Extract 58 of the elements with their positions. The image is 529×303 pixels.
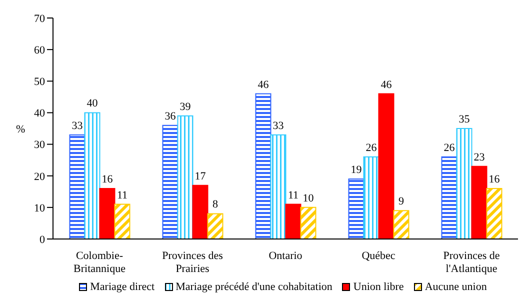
y-tick-label: 20: [34, 170, 46, 183]
bar: [285, 204, 302, 239]
x-tick-label: Ontario: [268, 250, 303, 262]
data-label: 39: [180, 100, 192, 113]
legend-label: Mariage précédé d'une cohabitation: [176, 281, 332, 293]
data-label: 23: [474, 151, 486, 164]
data-label: 11: [288, 189, 299, 202]
data-label: 33: [272, 120, 284, 132]
legend-label: Mariage direct: [90, 281, 155, 293]
bar: [441, 156, 458, 239]
bar: [378, 93, 394, 239]
bar: [114, 204, 130, 239]
bar: [255, 93, 272, 239]
bar: [393, 210, 410, 239]
data-label: 36: [164, 110, 176, 122]
data-label: 8: [212, 198, 218, 211]
bar: [69, 134, 86, 239]
data-label: 10: [302, 192, 314, 204]
y-tick-label: 30: [34, 139, 46, 152]
data-label: 40: [86, 98, 98, 110]
x-tick-label: Colombie-Britannique: [74, 250, 126, 275]
x-tick-label: Provinces de l'Atlantique: [443, 250, 500, 275]
bar: [348, 178, 364, 239]
bar: [363, 156, 380, 239]
legend-label: Aucune union: [424, 281, 487, 293]
bar: [99, 188, 116, 239]
bar: [456, 128, 472, 239]
bar: [300, 206, 316, 239]
data-label: 35: [458, 114, 470, 126]
data-label: 16: [488, 173, 500, 186]
legend-label: Union libre: [353, 281, 404, 293]
y-tick-label: 50: [34, 76, 46, 88]
data-label: 26: [444, 142, 456, 154]
data-label: 9: [398, 196, 404, 208]
x-tick-label: Provinces des Prairies: [162, 250, 223, 275]
y-axis-title: %: [16, 123, 26, 136]
data-label: 46: [380, 78, 392, 91]
y-tick-label: 40: [34, 108, 46, 120]
bar: [486, 188, 502, 239]
data-label: 11: [116, 189, 128, 202]
bar: [207, 213, 224, 239]
y-tick-label: 70: [34, 12, 46, 25]
data-label: 46: [258, 78, 270, 91]
y-tick-label: 60: [34, 44, 46, 56]
bar: [471, 166, 488, 239]
x-tick-label: Québec: [362, 250, 396, 262]
y-tick-label: 0: [40, 234, 46, 246]
bar: [192, 184, 208, 239]
data-label: 17: [194, 170, 206, 182]
data-label: 33: [72, 120, 84, 132]
y-tick-label: 10: [34, 202, 46, 214]
data-label: 16: [102, 173, 114, 186]
bar: [162, 124, 178, 239]
data-label: 19: [350, 164, 362, 176]
bar: [84, 112, 100, 239]
bar: [270, 134, 286, 239]
bar: [177, 115, 194, 239]
data-label: 26: [366, 142, 378, 154]
